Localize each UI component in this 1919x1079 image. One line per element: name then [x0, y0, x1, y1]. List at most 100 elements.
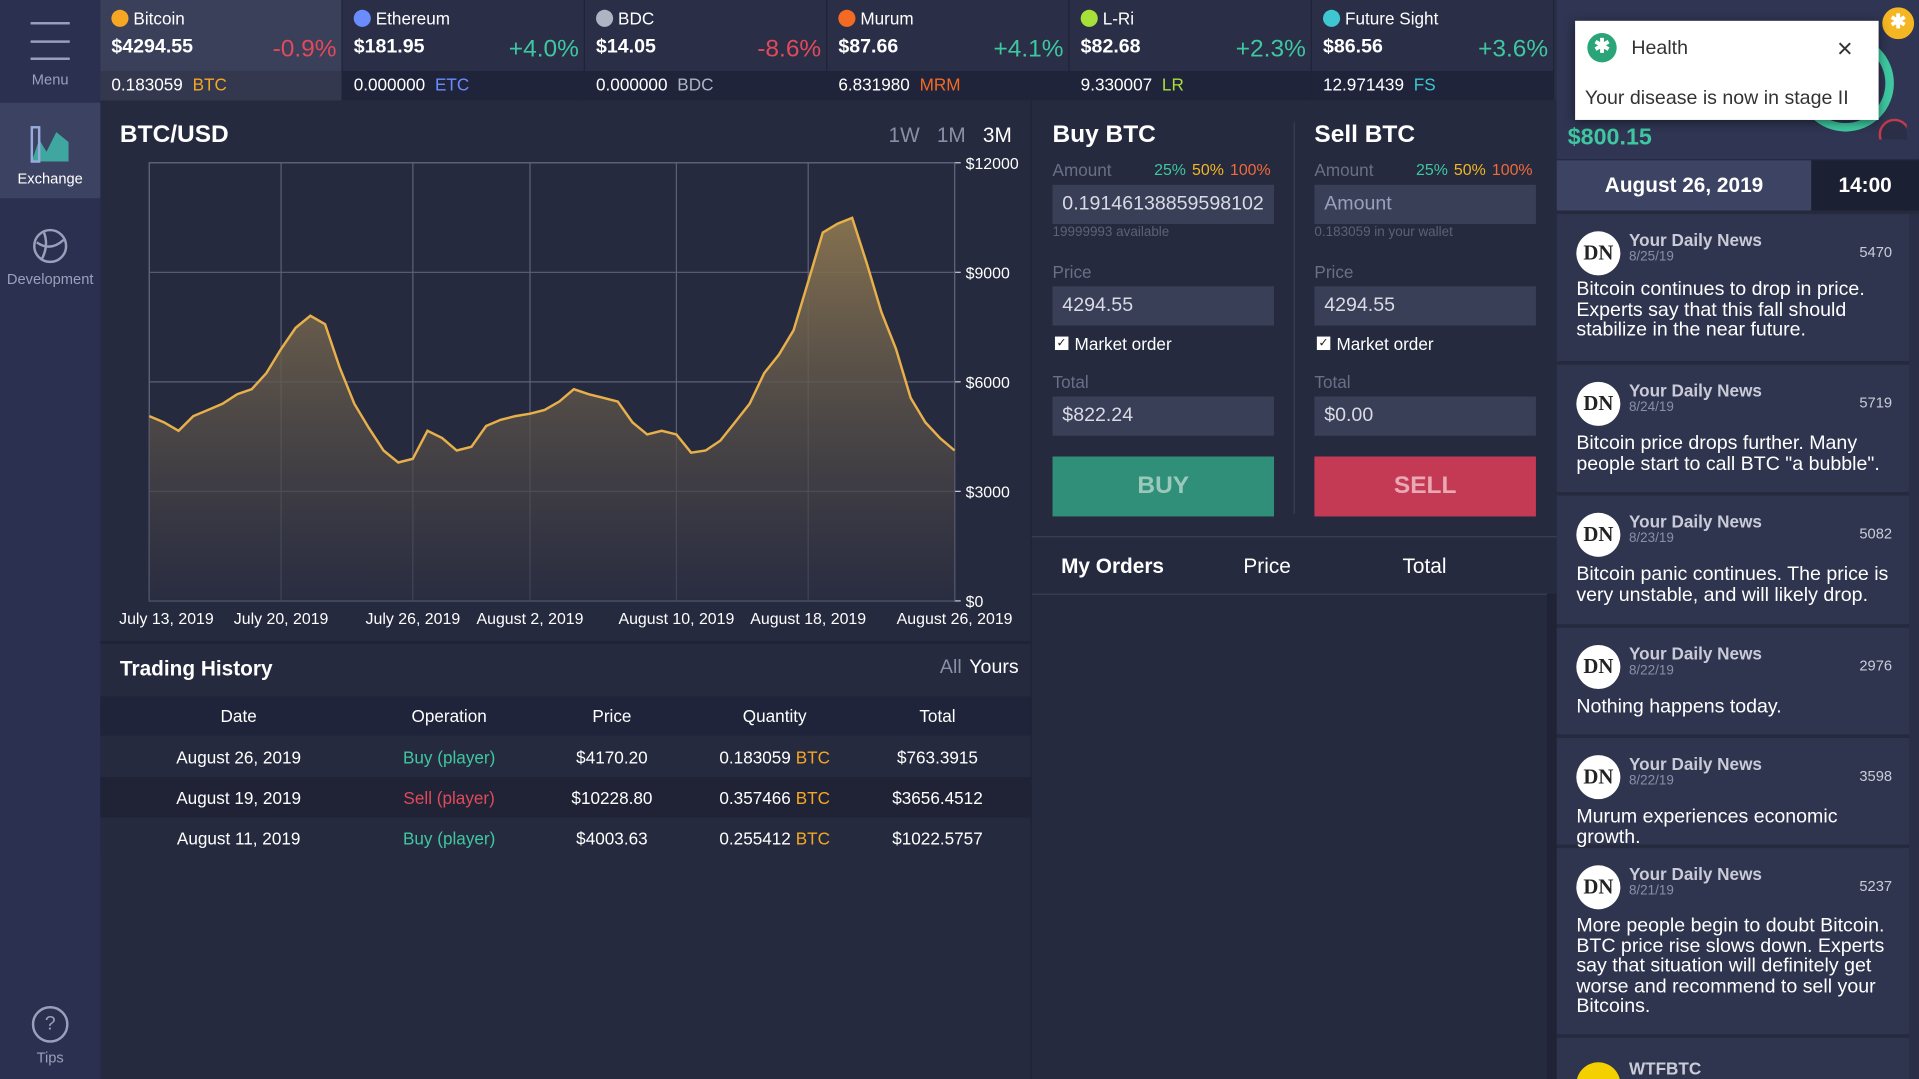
ticker[interactable]: Murum $87.66 +4.1% 6.831980 MRM: [827, 0, 1070, 101]
quantity-symbol: BTC: [795, 788, 831, 808]
trade-button[interactable]: BUY: [1052, 456, 1275, 517]
ticker-name: Bitcoin: [133, 8, 185, 29]
holding-symbol: FS: [1413, 74, 1436, 95]
ticker-change: +4.1%: [993, 35, 1064, 63]
quantity-symbol: BTC: [795, 747, 831, 768]
news-likes: 2976: [1859, 657, 1893, 675]
y-tick-label: $6000: [966, 375, 1010, 392]
quick-percent[interactable]: 100%: [1229, 160, 1271, 179]
ticker-holding: 9.330007 LR: [1069, 70, 1311, 101]
column-header: Total: [919, 706, 956, 726]
quick-percent[interactable]: 25%: [1415, 160, 1448, 179]
filter-yours[interactable]: Yours: [969, 657, 1019, 679]
news-date: 8/22/19: [1628, 663, 1674, 679]
holding-symbol: BTC: [192, 74, 227, 95]
orders-header: My Orders Price Total: [1031, 536, 1557, 595]
range-option[interactable]: 1W: [888, 123, 920, 147]
quantity-quantity: 0.183059: [719, 747, 791, 768]
range-option[interactable]: 3M: [982, 123, 1012, 147]
y-tick-label: $9000: [966, 265, 1010, 282]
news-likes: 5082: [1859, 525, 1893, 543]
ticker-icon: [1322, 9, 1341, 27]
news-source: Your Daily News: [1628, 753, 1762, 774]
notification-title: Health: [1631, 37, 1688, 59]
ticker-icon: [596, 9, 614, 27]
ticker-name: Murum: [860, 8, 914, 29]
ticker-holding: 0.000000 ETC: [342, 70, 584, 101]
orders-column: Total: [1402, 554, 1447, 578]
history-price: $4170.20: [576, 747, 648, 768]
price-input[interactable]: 4294.55: [1052, 286, 1275, 326]
market-checkbox[interactable]: ✓: [1316, 336, 1331, 351]
available-note: 19999993 available: [1052, 225, 1170, 240]
price-area: [149, 217, 955, 601]
history-operation: Sell (player): [403, 788, 495, 808]
tips-button[interactable]: ? Tips: [0, 1006, 100, 1070]
market-label: Market order: [1336, 334, 1434, 354]
ticker-name: BDC: [618, 8, 655, 29]
history-title: Trading History: [119, 657, 273, 681]
history-date: August 11, 2019: [176, 828, 301, 849]
news-date: 8/24/19: [1628, 400, 1674, 415]
news-text: Bitcoin panic continues. The price is ve…: [1576, 564, 1889, 606]
ticker[interactable]: BDC $14.05 -8.6% 0.000000 BDC: [585, 0, 828, 101]
price-input[interactable]: 4294.55: [1314, 286, 1536, 326]
menu-button[interactable]: Menu: [0, 0, 100, 95]
market-checkbox[interactable]: ✓: [1054, 336, 1069, 351]
quick-percent[interactable]: 25%: [1154, 160, 1186, 179]
field-label: Price: [1314, 261, 1354, 282]
total-input[interactable]: $822.24: [1052, 396, 1275, 436]
development-label: Development: [6, 270, 94, 288]
news-item: DN Your Daily News 8/21/19 5237 More people …: [1556, 848, 1910, 1035]
x-tick-label: July 20, 2019: [234, 611, 329, 628]
news-text: Bitcoin price drops further. Many people…: [1576, 433, 1880, 475]
news-date: 8/22/19: [1628, 773, 1674, 789]
ticker-price: $87.66: [838, 36, 899, 58]
trade-button[interactable]: SELL: [1314, 456, 1536, 517]
news-item: DN Your Daily News 8/22/19 3598 Murum experi…: [1556, 737, 1910, 847]
ticker[interactable]: Future Sight $86.56 +3.6% 12.971439 FS: [1311, 0, 1555, 101]
quick-percent[interactable]: 50%: [1453, 160, 1486, 179]
price-chart: $0 $3000 $6000 $9000 $12000 July 13, 2019 July…: [119, 156, 1019, 628]
quick-percent[interactable]: 50%: [1192, 160, 1224, 179]
holding-amount: 9.330007: [1080, 74, 1153, 95]
holding-symbol: MRM: [919, 74, 961, 95]
ticker[interactable]: L-Ri $82.68 +2.3% 9.330007 LR: [1069, 0, 1312, 101]
development-tab[interactable]: Development: [0, 220, 100, 293]
menu-label: Menu: [31, 70, 69, 89]
news-item: DN Your Daily News 8/23/19 5082 Bitcoin pani…: [1556, 495, 1910, 625]
ticker[interactable]: Bitcoin $4294.55 -0.9% 0.183059 BTC: [100, 0, 343, 101]
current-date: August 26, 2019: [1556, 160, 1812, 211]
history-date: August 19, 2019: [176, 788, 302, 808]
news-item: DN Your Daily News 8/24/19 5719 Bitcoin pric…: [1556, 364, 1910, 492]
y-tick-label: $12000: [966, 156, 1019, 173]
range-option[interactable]: 1M: [936, 123, 966, 147]
holding-amount: 0.000000: [353, 74, 426, 95]
ticker-price: $4294.55: [111, 36, 194, 58]
filter-all[interactable]: All: [939, 657, 962, 679]
news-date: 8/21/19: [1628, 883, 1674, 899]
field-label: Total: [1052, 372, 1089, 392]
total-input[interactable]: $0.00: [1314, 396, 1536, 436]
amount-input[interactable]: 0.19146138859598102: [1052, 184, 1275, 224]
y-tick-label: $3000: [966, 484, 1010, 501]
notification-close[interactable]: ×: [1836, 33, 1853, 64]
amount-input[interactable]: Amount: [1314, 184, 1536, 224]
history-row: August 26, 2019 Buy (player) $4170.20 0.183…: [100, 736, 1031, 778]
news-date: 8/23/19: [1628, 531, 1674, 546]
form-title: Buy BTC: [1052, 121, 1156, 149]
news-text: Murum experiences economic growth.: [1576, 806, 1838, 848]
orders-column: Price: [1243, 554, 1291, 578]
ticker-name: Ethereum: [375, 8, 451, 29]
news-likes: 5470: [1859, 243, 1893, 261]
exchange-tab[interactable]: Exchange: [0, 102, 101, 199]
field-label: Amount: [1052, 160, 1112, 180]
holding-symbol: BDC: [677, 74, 714, 95]
news-item: DN Your Daily News 8/25/19 5470 Bitcoin cont…: [1556, 214, 1910, 362]
news-source: WTFBTC: [1628, 1058, 1702, 1079]
ticker-icon: [838, 9, 856, 27]
wallet-balance: $800.15: [1567, 124, 1652, 151]
quick-percent[interactable]: 100%: [1491, 160, 1533, 179]
history-quantity: 0.255412 BTC: [689, 829, 860, 849]
ticker[interactable]: Ethereum $181.95 +4.0% 0.000000 ETC: [342, 0, 586, 101]
